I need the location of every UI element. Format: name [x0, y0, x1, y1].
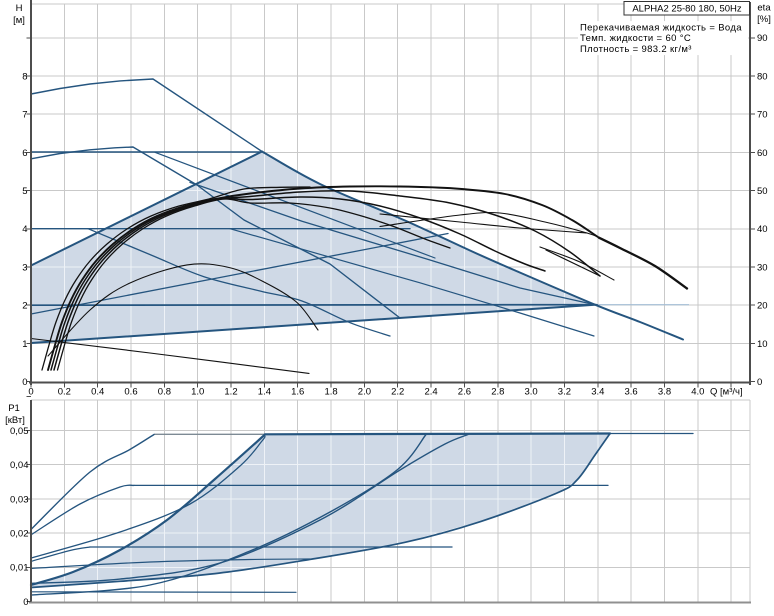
svg-text:5: 5 — [22, 186, 27, 197]
svg-text:2.4: 2.4 — [424, 387, 437, 398]
svg-text:0,03: 0,03 — [10, 494, 29, 505]
svg-text:1.0: 1.0 — [191, 387, 204, 398]
svg-text:Q [м³/ч]: Q [м³/ч] — [710, 387, 743, 398]
svg-text:0,04: 0,04 — [10, 460, 29, 471]
svg-text:0: 0 — [757, 377, 762, 388]
svg-text:[м]: [м] — [13, 15, 25, 26]
svg-text:2.0: 2.0 — [358, 387, 371, 398]
svg-text:1.6: 1.6 — [291, 387, 304, 398]
svg-text:Темп. жидкости = 60 °C: Темп. жидкости = 60 °C — [580, 33, 691, 44]
svg-text:90: 90 — [757, 33, 768, 44]
svg-text:0.2: 0.2 — [58, 387, 71, 398]
svg-text:2.2: 2.2 — [391, 387, 404, 398]
svg-text:Плотность = 983.2 кг/м³: Плотность = 983.2 кг/м³ — [580, 44, 692, 55]
svg-text:3: 3 — [22, 262, 27, 273]
svg-text:7: 7 — [22, 110, 27, 121]
svg-text:30: 30 — [757, 262, 768, 273]
svg-text:3.2: 3.2 — [558, 387, 571, 398]
svg-text:0,05: 0,05 — [10, 426, 29, 437]
svg-text:2.6: 2.6 — [458, 387, 471, 398]
svg-text:0: 0 — [23, 597, 28, 608]
svg-text:0: 0 — [28, 387, 33, 398]
svg-text:1: 1 — [22, 339, 27, 350]
svg-text:2.8: 2.8 — [491, 387, 504, 398]
svg-text:[%]: [%] — [757, 14, 771, 25]
svg-text:2: 2 — [22, 301, 27, 312]
svg-text:20: 20 — [757, 301, 768, 312]
svg-text:0.4: 0.4 — [91, 387, 104, 398]
svg-text:1.8: 1.8 — [324, 387, 337, 398]
svg-text:70: 70 — [757, 110, 768, 121]
svg-text:6: 6 — [22, 148, 27, 159]
svg-text:3.0: 3.0 — [524, 387, 537, 398]
svg-text:4.0: 4.0 — [691, 387, 704, 398]
svg-text:[кВт]: [кВт] — [5, 415, 25, 426]
svg-text:ALPHA2 25-80 180, 50Hz: ALPHA2 25-80 180, 50Hz — [632, 3, 742, 14]
svg-text:H: H — [16, 3, 23, 14]
svg-text:50: 50 — [757, 186, 768, 197]
svg-text:0: 0 — [22, 377, 27, 388]
svg-text:0.8: 0.8 — [158, 387, 171, 398]
svg-text:0,02: 0,02 — [10, 529, 29, 540]
svg-text:8: 8 — [22, 71, 27, 82]
svg-text:80: 80 — [757, 71, 768, 82]
svg-text:10: 10 — [757, 339, 768, 350]
svg-text:P1: P1 — [8, 403, 20, 414]
svg-text:1.2: 1.2 — [224, 387, 237, 398]
svg-text:3.6: 3.6 — [624, 387, 637, 398]
svg-text:1.4: 1.4 — [258, 387, 271, 398]
svg-text:0.6: 0.6 — [124, 387, 137, 398]
svg-text:eta: eta — [757, 3, 771, 14]
svg-text:40: 40 — [757, 224, 768, 235]
svg-text:60: 60 — [757, 148, 768, 159]
svg-text:3.8: 3.8 — [658, 387, 671, 398]
svg-text:4: 4 — [22, 224, 27, 235]
svg-text:Перекачиваемая жидкость = Вода: Перекачиваемая жидкость = Вода — [580, 23, 742, 34]
svg-text:0,01: 0,01 — [10, 563, 29, 574]
svg-text:3.4: 3.4 — [591, 387, 604, 398]
